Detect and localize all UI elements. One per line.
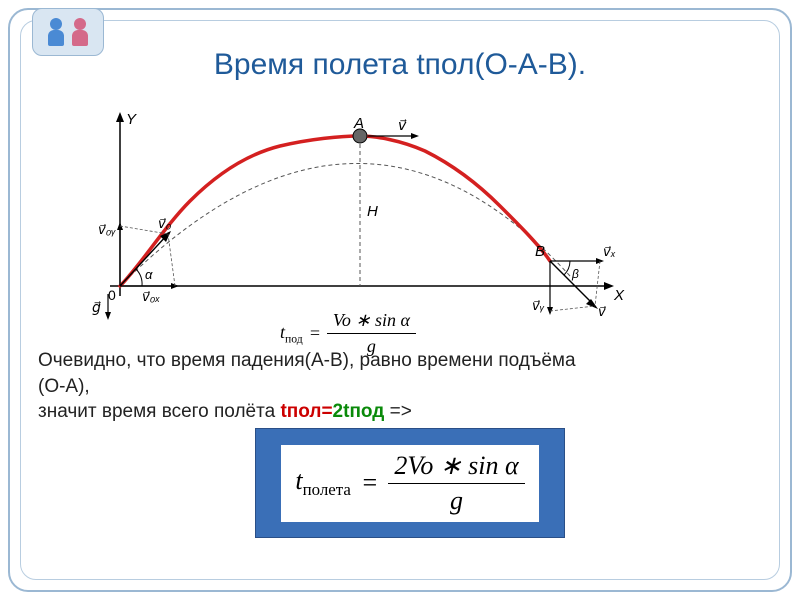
label-v: v⃗ bbox=[398, 117, 407, 133]
main-formula-box: tполета = 2Vo ∗ sin α g bbox=[255, 428, 565, 538]
explanation-text: Очевидно, что время падения(А-В), равно … bbox=[38, 348, 762, 425]
trajectory-diagram: Y X 0 A H B g⃗ v⃗ v⃗₀ᵧ v⃗₀ₓ v⃗₀ α v⃗ₓ v⃗… bbox=[70, 106, 630, 326]
t-pol-label: tпол= bbox=[280, 401, 332, 422]
label-B: B bbox=[535, 243, 545, 260]
t-pod-label: 2tпод bbox=[333, 401, 390, 422]
label-v0: v⃗₀ bbox=[158, 216, 172, 231]
label-vend: v⃗ bbox=[598, 304, 606, 319]
label-A: A bbox=[353, 115, 364, 132]
avatar-blue-icon bbox=[47, 18, 65, 46]
label-beta: β bbox=[571, 267, 579, 281]
label-v0y: v⃗₀ᵧ bbox=[98, 222, 116, 237]
diagram-svg: Y X 0 A H B g⃗ v⃗ v⃗₀ᵧ v⃗₀ₓ v⃗₀ α v⃗ₓ v⃗… bbox=[70, 106, 630, 326]
label-alpha: α bbox=[145, 267, 153, 282]
label-vy: v⃗ᵧ bbox=[532, 298, 545, 313]
main-formula: tполета = 2Vo ∗ sin α g bbox=[281, 445, 538, 522]
label-v0x: v⃗₀ₓ bbox=[142, 289, 160, 304]
label-X: X bbox=[613, 287, 625, 304]
label-Y: Y bbox=[126, 111, 137, 128]
label-vx: v⃗ₓ bbox=[603, 244, 616, 259]
avatar-pink-icon bbox=[71, 18, 89, 46]
label-O: 0 bbox=[108, 287, 116, 303]
label-H: H bbox=[367, 203, 378, 220]
slide-title: Время полета tпол(О-А-В). bbox=[10, 48, 790, 82]
slide-outer-frame: Время полета tпол(О-А-В). bbox=[8, 8, 792, 592]
label-g: g⃗ bbox=[92, 299, 101, 315]
